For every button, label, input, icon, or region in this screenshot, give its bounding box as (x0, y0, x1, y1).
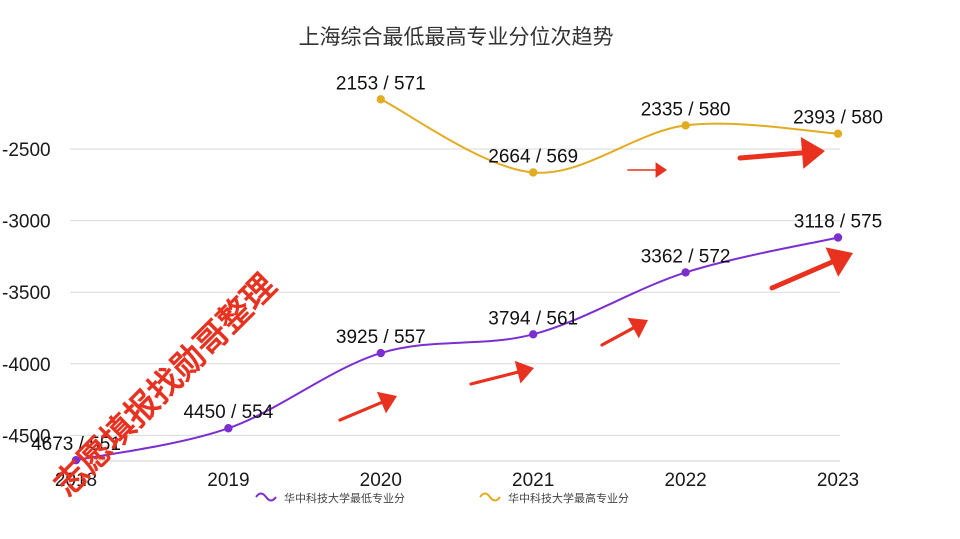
data-point[interactable] (376, 348, 385, 358)
x-tick-label: 2021 (512, 470, 554, 491)
x-axis-ticks: 2018 2019 2020 2021 2022 2023 (55, 470, 859, 491)
legend[interactable]: 华中科技大学最低专业分 华中科技大学最高专业分 (255, 491, 629, 505)
y-tick-label: -3500 (2, 283, 51, 304)
data-label: 2393 / 580 (793, 108, 883, 129)
data-points (71, 95, 843, 465)
trend-arrow (469, 360, 534, 386)
trend-arrows (338, 136, 853, 422)
data-labels: 4673 / 551 4450 / 554 3925 / 557 3794 / 561… (31, 73, 883, 455)
legend-swatch (255, 492, 277, 502)
trend-arrow (769, 247, 853, 291)
data-point[interactable] (681, 268, 690, 277)
trend-arrow (627, 162, 667, 178)
grid-lines (70, 148, 840, 462)
x-tick-label: 2018 (55, 470, 97, 491)
legend-item-0[interactable]: 华中科技大学最低专业分 (255, 491, 405, 505)
data-label: 2153 / 571 (336, 73, 426, 94)
series-line-1 (380, 98, 839, 174)
data-point[interactable] (224, 424, 233, 433)
data-label: 3118 / 575 (794, 211, 882, 232)
data-label: 4673 / 551 (31, 434, 121, 455)
data-label: 3925 / 557 (336, 327, 426, 348)
data-point[interactable] (529, 330, 538, 339)
trend-arrow (737, 136, 825, 169)
data-label: 4450 / 554 (183, 402, 273, 423)
y-tick-label: -4500 (2, 426, 51, 447)
data-label: 3362 / 572 (641, 246, 731, 267)
legend-item-1[interactable]: 华中科技大学最高专业分 (479, 491, 629, 505)
x-tick-label: 2023 (817, 470, 859, 491)
y-tick-label: -3000 (2, 212, 51, 233)
data-label: 2664 / 569 (488, 146, 578, 167)
chart-title: 上海综合最低最高专业分位次趋势 (299, 25, 614, 49)
legend-label: 华中科技大学最低专业分 (284, 491, 405, 505)
legend-swatch (479, 492, 501, 502)
x-tick-label: 2020 (360, 470, 402, 491)
trend-arrow (600, 317, 648, 347)
x-tick-label: 2022 (664, 470, 706, 491)
watermark-text: 志愿填报找勋哥整理 (46, 266, 284, 504)
data-point[interactable] (833, 233, 843, 242)
y-tick-label: -2500 (2, 140, 51, 161)
watermark: 志愿填报找勋哥整理 (46, 266, 284, 504)
data-point[interactable] (376, 95, 385, 104)
data-point[interactable] (833, 129, 843, 138)
data-label: 3794 / 561 (488, 308, 578, 329)
data-point[interactable] (529, 168, 538, 177)
trend-arrow (338, 391, 397, 422)
data-label: 2335 / 580 (641, 99, 731, 120)
series-lines (75, 98, 839, 462)
data-point[interactable] (681, 121, 690, 130)
data-point[interactable] (71, 455, 81, 465)
legend-label: 华中科技大学最高专业分 (508, 491, 629, 505)
y-tick-label: -4000 (2, 355, 51, 376)
series-line-0 (75, 236, 839, 462)
y-axis-ticks: -2500 -3000 -3500 -4000 -4500 (2, 140, 51, 447)
x-tick-label: 2019 (207, 470, 249, 491)
